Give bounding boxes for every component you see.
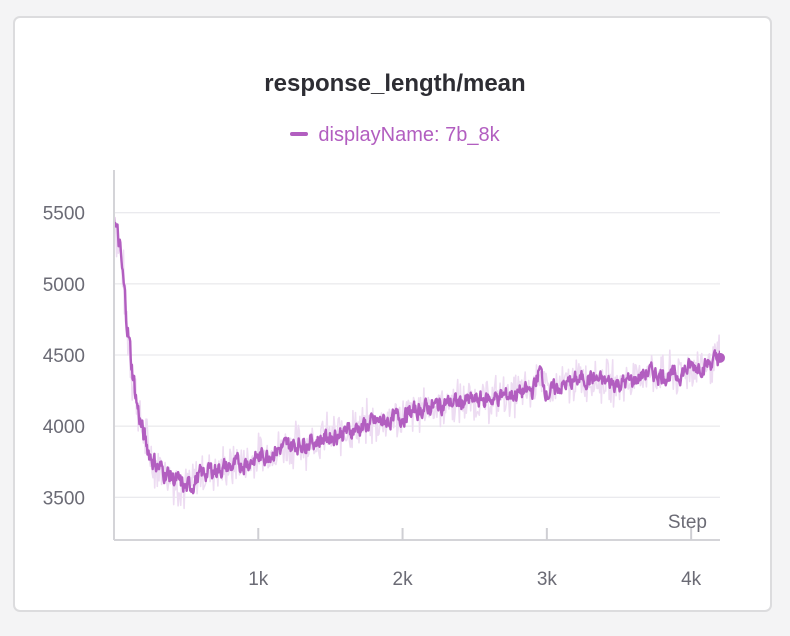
x-axis-ticks: 1k 2k 3k 4k [248,528,702,590]
chart-panel [13,16,772,612]
legend-swatch [290,131,309,136]
y-tick-label: 3500 [43,488,85,509]
x-axis-label: Step [668,512,707,533]
x-tick-label: 1k [248,569,269,590]
smoothed-series-line [114,216,720,495]
axes [113,170,720,541]
x-tick-label: 2k [393,569,414,590]
grid-lines [114,212,720,498]
y-tick-label: 5000 [43,275,85,296]
y-axis-ticks: 3500 4000 4500 5000 5500 [43,204,85,510]
raw-series-line [114,215,720,510]
x-tick-label: 4k [681,569,702,590]
smoothed-series-layer [114,216,720,495]
series-end-point[interactable] [715,352,725,363]
y-tick-label: 4500 [43,346,85,367]
raw-series-layer [114,215,720,510]
y-tick-label: 5500 [43,204,85,225]
legend-label: displayName: 7b_8k [318,124,500,146]
legend[interactable]: displayName: 7b_8k [0,124,790,147]
y-tick-label: 4000 [43,417,85,438]
x-tick-label: 3k [537,569,558,590]
chart-title: response_length/mean [264,70,526,97]
